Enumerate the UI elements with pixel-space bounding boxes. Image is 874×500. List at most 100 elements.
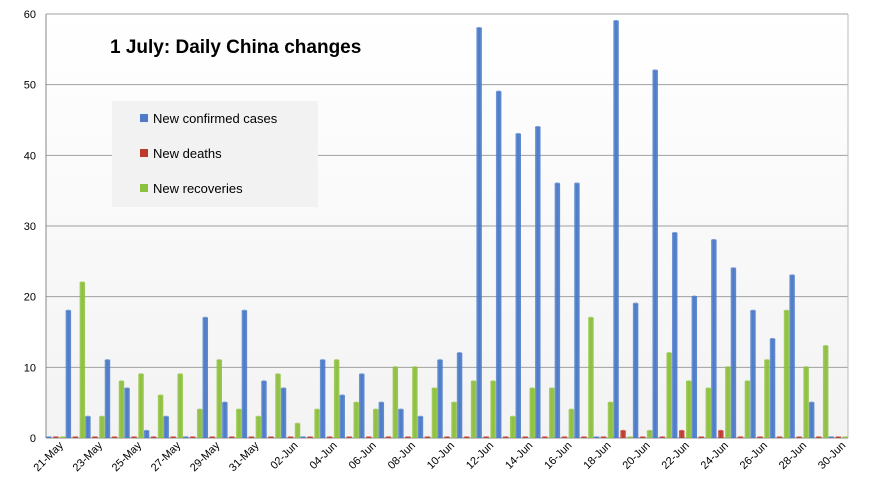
bar-cap [822,344,829,348]
bar-new-deaths [150,436,157,438]
bar-new-recoveries [725,367,731,438]
bar-cap [691,295,698,298]
bar-cap [294,422,301,426]
bar-new-recoveries [314,409,320,438]
bar-cap [476,26,482,30]
x-tick-label: 04-Jun [307,440,339,472]
x-tick-label: 16-Jun [542,440,574,472]
bar-new-deaths [815,436,822,438]
bar-new-deaths [111,436,118,438]
bar-new-recoveries [196,409,203,438]
bar-new-deaths [131,436,137,438]
bars-group [46,19,848,439]
bar-new-confirmed-cases [593,436,600,438]
bar-new-recoveries [353,402,359,438]
bar-new-recoveries [118,381,125,438]
bar-new-deaths [757,436,763,438]
bar-new-confirmed-cases [671,233,678,438]
bar-new-confirmed-cases [711,240,717,438]
bar-cap [509,415,516,418]
bar-cap [339,394,345,397]
bar-cap [718,429,724,433]
bar-new-deaths [72,436,79,438]
x-tick-label: 20-Jun [620,440,652,472]
bar-new-recoveries [177,374,183,438]
bar-cap [495,90,502,93]
legend-swatch [140,149,148,157]
y-tick-label: 0 [30,433,36,445]
bar-cap [104,359,111,362]
bar-cap [568,408,575,411]
y-tick-label: 20 [24,292,36,304]
x-tick-label: 22-Jun [660,440,692,472]
x-axis: 21-May 23-May 25-May 27-May 29-May 31-May 02-J… [31,439,848,474]
bar-new-recoveries [451,402,457,438]
bar-new-recoveries [803,367,809,438]
bar-new-recoveries [588,317,594,438]
y-tick-label: 30 [24,221,36,233]
bar-cap [529,387,535,390]
bar-new-confirmed-cases [495,91,502,438]
bar-new-recoveries [470,381,477,438]
bar-new-deaths [483,436,489,438]
bar-new-confirmed-cases [104,360,111,438]
legend-label: New recoveries [153,181,243,196]
bar-cap [202,316,209,320]
bar-cap [236,408,242,411]
bar-cap [730,267,737,270]
bar-new-deaths [366,436,372,438]
bar-cap [373,408,379,411]
bar-new-confirmed-cases [750,310,756,438]
bar-new-deaths [326,436,333,438]
bar-new-recoveries [157,395,164,438]
bar-new-confirmed-cases [554,183,561,438]
bar-new-recoveries [431,388,438,438]
bar-new-confirmed-cases [222,402,228,438]
bar-new-recoveries [685,381,692,438]
bar-new-deaths [581,436,587,438]
bar-cap [613,19,619,23]
bar-new-confirmed-cases [124,388,130,438]
bar-new-deaths [639,436,646,438]
bar-new-confirmed-cases [339,395,345,438]
bar-new-confirmed-cases [769,339,776,438]
bar-cap [549,387,555,390]
bar-new-deaths [620,430,626,438]
bar-new-confirmed-cases [417,416,424,438]
bar-cap [678,429,685,433]
bar-new-deaths [405,436,411,438]
bar-cap [163,415,169,418]
bar-new-deaths [737,436,744,438]
bar-new-confirmed-cases [241,310,248,438]
x-tick-label: 14-Jun [503,440,535,472]
bar-new-confirmed-cases [828,436,834,438]
x-tick-label: 31-May [227,439,262,474]
x-tick-label: 25-May [110,439,145,474]
bar-new-recoveries [333,360,340,438]
x-tick-label: 08-Jun [386,440,418,472]
bar-new-deaths [463,436,470,438]
x-tick-label: 02-Jun [268,440,300,472]
bar-new-deaths [502,436,509,438]
legend: New confirmed cases New deaths New recover… [112,101,318,207]
x-tick-label: 28-Jun [777,440,809,472]
bar-cap [118,380,125,383]
bar-cap [216,359,223,362]
bar-cap [417,415,424,418]
bar-new-deaths [189,436,196,438]
legend-label: New confirmed cases [153,111,278,126]
bar-cap [803,366,809,369]
bar-cap [85,415,91,418]
bar-cap [138,373,144,376]
bar-new-confirmed-cases [202,317,209,438]
bar-cap [620,429,626,433]
x-tick-label: 26-Jun [738,440,770,472]
bar-new-deaths [561,436,568,438]
bar-new-recoveries [509,416,516,438]
bar-new-confirmed-cases [789,275,795,438]
bar-new-confirmed-cases [280,388,287,438]
bar-new-confirmed-cases [574,183,580,438]
bar-cap [65,309,72,312]
bar-new-deaths [698,436,705,438]
y-tick-label: 40 [24,150,36,162]
